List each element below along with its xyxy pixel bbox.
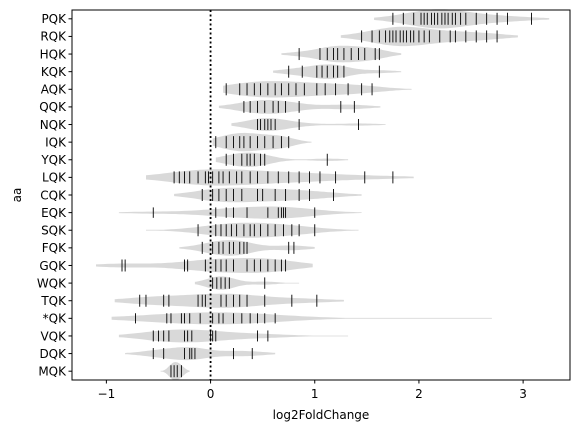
violin-EQK <box>118 206 362 219</box>
y-tick-label: CQK <box>40 188 67 202</box>
x-tick-label: 2 <box>415 387 423 401</box>
y-tick-label: IQK <box>45 135 67 149</box>
violin-QQK <box>218 100 381 114</box>
y-tick-label: VQK <box>40 329 67 343</box>
y-tick-label: WQK <box>37 276 67 290</box>
violin-TQK <box>114 293 344 308</box>
violin-SQK <box>146 222 359 238</box>
stick-layer <box>121 12 532 378</box>
y-tick-label: LQK <box>42 171 67 185</box>
y-tick-label: SQK <box>41 224 67 238</box>
y-tick-label: EQK <box>41 206 67 220</box>
y-tick-label: HQK <box>40 47 67 61</box>
y-tick-label: *QK <box>43 312 67 326</box>
violin-DQK <box>125 347 276 361</box>
y-axis-ticks: PQK RQK HQK KQK AQK QQK NQK IQK YQK LQK CQK EQK SQK F… <box>37 12 72 378</box>
y-tick-label: DQK <box>39 347 67 361</box>
x-tick-label: 0 <box>207 387 215 401</box>
violin-AQK <box>223 81 412 98</box>
violin-PQK <box>374 9 550 29</box>
y-tick-label: YQK <box>40 153 67 167</box>
y-tick-label: QQK <box>39 100 67 114</box>
violin-NQK <box>231 118 386 131</box>
y-tick-label: FQK <box>42 241 67 255</box>
violin-KQK <box>273 64 402 79</box>
y-tick-label: TQK <box>40 294 67 308</box>
violin-VQK <box>118 329 349 343</box>
y-tick-label: MQK <box>38 364 67 378</box>
x-tick-label: 3 <box>519 387 527 401</box>
x-tick-label: −1 <box>98 387 116 401</box>
y-axis-label: aa <box>10 188 24 203</box>
violin-YQK <box>215 152 349 167</box>
y-tick-label: PQK <box>41 12 67 26</box>
violin-IQK <box>212 132 312 152</box>
y-tick-label: GQK <box>39 259 67 273</box>
violin-CQK <box>174 187 362 203</box>
x-axis-ticks: −1 0 1 2 3 <box>98 380 527 401</box>
x-tick-label: 1 <box>311 387 319 401</box>
x-axis-label: log2FoldChange <box>273 408 370 422</box>
violin-MQK <box>160 362 190 381</box>
y-tick-label: RQK <box>40 30 67 44</box>
violin-HQK <box>281 45 402 63</box>
y-tick-label: KQK <box>41 65 67 79</box>
violin-*QK <box>111 312 492 325</box>
y-tick-label: NQK <box>40 118 67 132</box>
violin-GQK <box>96 258 313 273</box>
y-tick-label: AQK <box>41 83 67 97</box>
